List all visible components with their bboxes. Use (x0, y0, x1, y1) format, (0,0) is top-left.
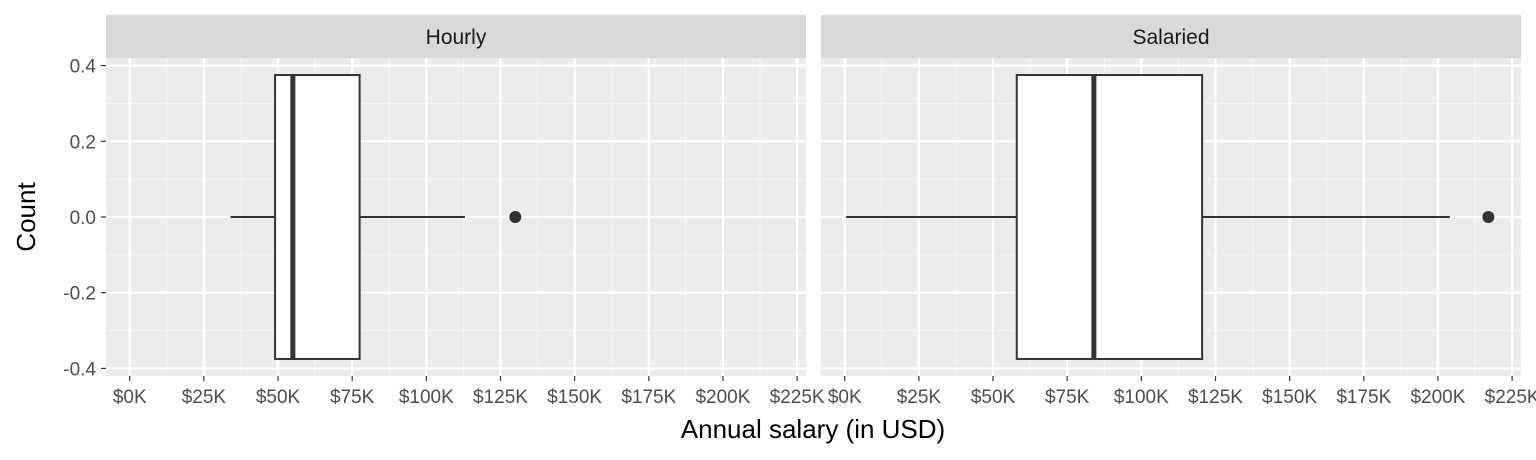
y-tick-label: -0.2 (63, 284, 96, 305)
iqr-box (274, 74, 361, 360)
facet-panel-hourly: Hourly (106, 15, 806, 376)
y-tick-label: 0.0 (70, 208, 96, 229)
x-axis-title: Annual salary (in USD) (681, 414, 945, 444)
x-tick-label: $125K (1188, 387, 1243, 408)
x-axes: $0K $25K $50K $75K $100K $125K $150K $175K $200K… (113, 376, 1536, 408)
x-tick-label: $0K (113, 387, 147, 408)
x-tick-label: $150K (547, 387, 602, 408)
iqr-box (1015, 74, 1204, 360)
x-tick-label: $75K (1045, 387, 1090, 408)
facet-strip (106, 15, 806, 58)
x-tick-label: $50K (256, 387, 301, 408)
x-tick-label: $200K (1410, 387, 1465, 408)
y-tick-label: 0.2 (70, 132, 96, 153)
x-tick-label: $225K (770, 387, 825, 408)
x-tick-label: $50K (971, 387, 1016, 408)
x-tick-label: $150K (1262, 387, 1317, 408)
facet-strip (821, 15, 1521, 58)
facet-strip-label: Salaried (1132, 26, 1209, 49)
x-tick-label: $175K (1336, 387, 1391, 408)
outlier-point (1482, 211, 1495, 223)
x-tick-label: $225K (1485, 387, 1536, 408)
facet-panels: Hourly Salaried (106, 15, 1521, 376)
facet-strip-label: Hourly (426, 26, 487, 49)
outlier-point (509, 211, 522, 223)
x-axis-salaried: $0K $25K $50K $75K $100K $125K $150K $175K $200K… (828, 376, 1536, 408)
x-tick-label: $25K (897, 387, 942, 408)
x-tick-label: $100K (399, 387, 454, 408)
x-tick-label: $175K (621, 387, 676, 408)
x-tick-label: $0K (828, 387, 862, 408)
x-tick-label: $100K (1114, 387, 1169, 408)
y-tick-label: 0.4 (70, 57, 97, 78)
facet-panel-salaried: Salaried (821, 15, 1521, 376)
x-tick-label: $25K (182, 387, 227, 408)
x-tick-label: $200K (695, 387, 750, 408)
y-axis-title: Count (11, 182, 41, 252)
x-tick-label: $125K (473, 387, 528, 408)
y-tick-label: -0.4 (63, 359, 96, 380)
x-tick-label: $75K (330, 387, 375, 408)
x-axis-hourly: $0K $25K $50K $75K $100K $125K $150K $175K $200K… (113, 376, 825, 408)
y-axis: 0.4 0.2 0.0 -0.2 -0.4 (63, 57, 106, 380)
